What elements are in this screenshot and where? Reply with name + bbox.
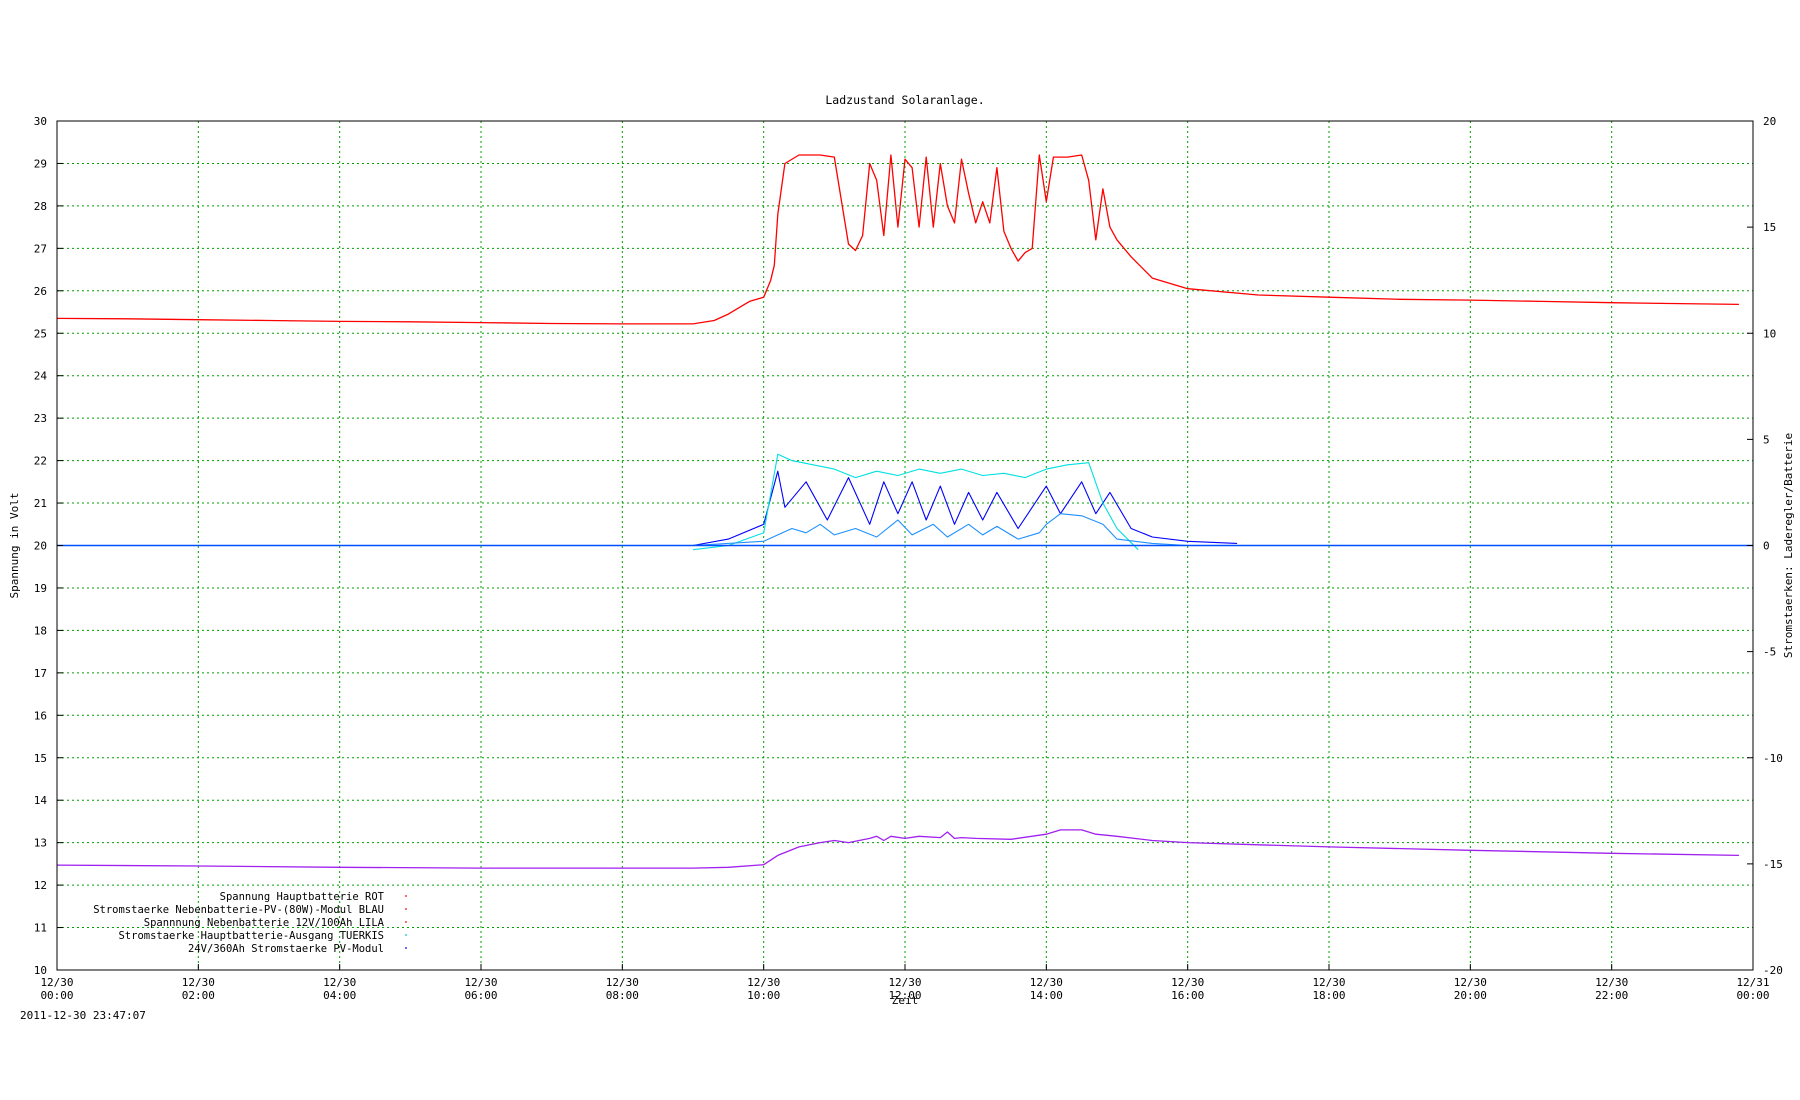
y-tick-label: 22: [34, 455, 47, 468]
y-tick-label: 13: [34, 837, 47, 850]
x-tick-date: 12/30: [1030, 976, 1063, 989]
x-tick-date: 12/30: [182, 976, 215, 989]
x-axis-label: Zeit: [892, 994, 919, 1007]
x-tick-time: 06:00: [464, 989, 497, 1002]
legend-label: Stromstaerke Hauptbatterie-Ausgang TUERK…: [118, 930, 384, 942]
x-tick-time: 12:00: [888, 989, 921, 1002]
series-line: [56, 829, 1739, 869]
y-tick-label: 14: [34, 794, 48, 807]
y2-tick-label: 0: [1763, 540, 1770, 553]
y-tick-label: 10: [34, 964, 47, 977]
x-tick-time: 00:00: [40, 989, 73, 1002]
y-tick-label: 23: [34, 412, 47, 425]
y-tick-label: 20: [34, 540, 47, 553]
x-tick-time: 02:00: [182, 989, 215, 1002]
series-line: [57, 513, 1739, 547]
y-tick-label: 16: [34, 709, 47, 722]
legend-marker: [405, 934, 407, 936]
x-tick-time: 00:00: [1736, 989, 1769, 1002]
series-group: [56, 154, 1753, 869]
legend-label: Stromstaerke Nebenbatterie-PV-(80W)-Modu…: [93, 904, 384, 916]
x-tick-date: 12/30: [1454, 976, 1487, 989]
x-tick-time: 08:00: [606, 989, 639, 1002]
y2-tick-label: 20: [1763, 115, 1776, 128]
y-tick-label: 25: [34, 327, 47, 340]
x-tick-date: 12/30: [1595, 976, 1628, 989]
y-tick-label: 19: [34, 582, 47, 595]
x-tick-time: 16:00: [1171, 989, 1204, 1002]
y-tick-label: 11: [34, 922, 47, 935]
y-tick-label: 24: [34, 370, 48, 383]
legend-label: 24V/360Ah Stromstaerke PV-Modul: [188, 943, 384, 955]
x-tick-date: 12/30: [40, 976, 73, 989]
y-tick-label: 15: [34, 752, 47, 765]
legend-marker: [405, 947, 407, 949]
legend-label: Spannnung Nebenbatterie 12V/100Ah LILA: [144, 917, 385, 929]
y2-tick-label: 5: [1763, 433, 1770, 446]
y-tick-label: 21: [34, 497, 47, 510]
legend-marker: [405, 895, 407, 897]
y-tick-label: 17: [34, 667, 47, 680]
x-tick-date: 12/30: [606, 976, 639, 989]
x-tick-time: 04:00: [323, 989, 356, 1002]
y2-tick-label: -15: [1763, 858, 1783, 871]
legend-marker: [405, 921, 407, 923]
x-tick-time: 20:00: [1454, 989, 1487, 1002]
legend-label: Spannung Hauptbatterie ROT: [220, 891, 385, 903]
y-tick-label: 26: [34, 285, 47, 298]
y-tick-label: 28: [34, 200, 47, 213]
y2-axis-label: Stromstaerken: Laderegler/Batterie: [1782, 433, 1795, 658]
grid: [57, 121, 1753, 970]
x-tick-date: 12/30: [1312, 976, 1345, 989]
x-tick-date: 12/30: [1171, 976, 1204, 989]
y2-tick-label: -20: [1763, 964, 1783, 977]
x-tick-date: 12/31: [1736, 976, 1769, 989]
y-tick-label: 29: [34, 157, 47, 170]
y2-tick-label: 15: [1763, 221, 1776, 234]
x-tick-time: 18:00: [1312, 989, 1345, 1002]
x-tick-date: 12/30: [464, 976, 497, 989]
y-axis-label: Spannung in Volt: [8, 493, 21, 599]
x-tick-time: 22:00: [1595, 989, 1628, 1002]
timestamp: 2011-12-30 23:47:07: [20, 1009, 146, 1022]
series-line: [692, 453, 1139, 551]
axis-ticks: 10 11 12 13 14 15 16 17 18 19 20 21 22 23 24 25 26 27 28 29…: [34, 115, 1783, 1002]
series-line: [56, 154, 1739, 325]
y-tick-label: 12: [34, 879, 47, 892]
x-tick-date: 12/30: [888, 976, 921, 989]
x-tick-date: 12/30: [323, 976, 356, 989]
series-line: [57, 470, 1238, 547]
y2-tick-label: -10: [1763, 752, 1783, 765]
y-tick-label: 30: [34, 115, 47, 128]
x-tick-date: 12/30: [747, 976, 780, 989]
y2-tick-label: 10: [1763, 327, 1776, 340]
chart-title: Ladzustand Solaranlage.: [825, 93, 984, 107]
y2-tick-label: -5: [1763, 646, 1776, 659]
x-tick-time: 10:00: [747, 989, 780, 1002]
x-tick-time: 14:00: [1030, 989, 1063, 1002]
y-tick-label: 18: [34, 624, 47, 637]
y-tick-label: 27: [34, 242, 47, 255]
legend-marker: [405, 908, 407, 910]
